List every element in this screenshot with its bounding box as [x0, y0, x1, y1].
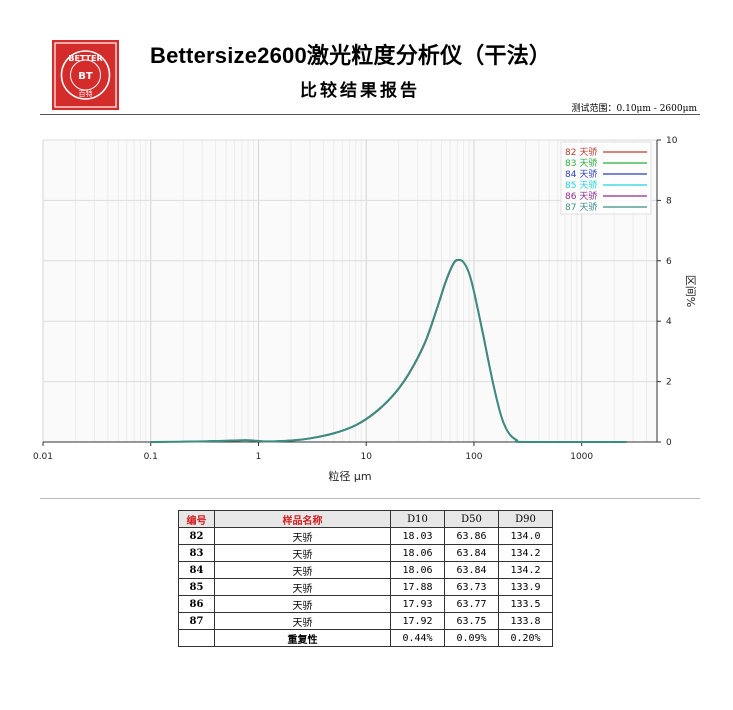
logo-text-mid: BT [78, 71, 93, 82]
cell-d90: 133.8 [498, 612, 553, 630]
y-tick-label: 10 [666, 136, 678, 146]
cell-d50: 63.84 [444, 561, 499, 579]
cell-d50: 63.75 [444, 612, 499, 630]
header-d90: D90 [498, 510, 553, 528]
cell-d10: 17.92 [390, 612, 445, 630]
report-subtitle: 比较结果报告 [300, 81, 420, 101]
cell-d90: 133.9 [498, 578, 553, 596]
series-line-87 [150, 258, 627, 443]
cell-name: 天骄 [214, 595, 391, 613]
x-tick-label: 10 [360, 452, 372, 462]
cell-d50: 63.84 [444, 544, 499, 562]
cell-code: 87 [178, 612, 215, 630]
repeatability-label: 重复性 [214, 629, 391, 647]
header-divider [40, 114, 700, 115]
cell-d10: 18.03 [390, 527, 445, 545]
header-sample-name: 样品名称 [214, 510, 391, 528]
table-row: 82 天骄 18.03 63.86 134.0 [178, 527, 553, 545]
header-d10: D10 [390, 510, 445, 528]
legend-entry-label: 82 天骄 [565, 146, 597, 158]
x-axis-label: 粒径 μm [328, 469, 371, 483]
results-table: 编号 样品名称 D10 D50 D90 82 天骄 18.03 63.86 13… [178, 510, 553, 647]
report-title: Bettersize2600激光粒度分析仪（干法） [150, 43, 552, 68]
x-tick-label: 1 [256, 452, 262, 462]
cell-d90: 133.5 [498, 595, 553, 613]
cell-d50: 63.73 [444, 578, 499, 596]
legend-entry-label: 83 天骄 [565, 157, 597, 169]
repeatability-d90: 0.20% [498, 629, 553, 647]
cell-name: 天骄 [214, 612, 391, 630]
y-tick-label: 0 [666, 438, 672, 448]
table-row: 87 天骄 17.92 63.75 133.8 [178, 612, 553, 630]
logo-text-top: BETTER [68, 54, 102, 63]
cell-code: 83 [178, 544, 215, 562]
table-row: 83 天骄 18.06 63.84 134.2 [178, 544, 553, 562]
header-d50: D50 [444, 510, 499, 528]
cell-code: 82 [178, 527, 215, 545]
cell-d90: 134.2 [498, 561, 553, 579]
legend-entry-label: 87 天骄 [565, 201, 597, 213]
chart-series [150, 258, 627, 443]
x-tick-label: 100 [465, 452, 482, 462]
y-tick-label: 2 [666, 378, 672, 388]
bettersize-logo: BETTER BT 百特 [52, 40, 119, 110]
repeatability-row: 重复性 0.44% 0.09% 0.20% [178, 629, 553, 647]
table-row: 86 天骄 17.93 63.77 133.5 [178, 595, 553, 613]
repeatability-d10: 0.44% [390, 629, 445, 647]
y-tick-label: 8 [666, 196, 672, 206]
logo-text-bottom: 百特 [79, 89, 93, 98]
cell-d50: 63.77 [444, 595, 499, 613]
cell-d10: 18.06 [390, 544, 445, 562]
cell-name: 天骄 [214, 544, 391, 562]
chart-bottom-divider [40, 498, 700, 499]
legend-entry-label: 86 天骄 [565, 190, 597, 202]
cell-name: 天骄 [214, 527, 391, 545]
x-tick-label: 0.1 [144, 452, 158, 462]
y-axis-label: 区间% [684, 275, 697, 307]
cell-code: 84 [178, 561, 215, 579]
table-row: 84 天骄 18.06 63.84 134.2 [178, 561, 553, 579]
y-tick-label: 4 [666, 317, 672, 327]
cell-d10: 18.06 [390, 561, 445, 579]
y-tick-label: 6 [666, 257, 672, 267]
cell-d10: 17.88 [390, 578, 445, 596]
x-tick-label: 1000 [570, 452, 593, 462]
header-code: 编号 [178, 510, 215, 528]
cell-d10: 17.93 [390, 595, 445, 613]
table-header-row: 编号 样品名称 D10 D50 D90 [178, 510, 553, 528]
cell-code: 85 [178, 578, 215, 596]
legend-box [560, 141, 652, 215]
legend-entry-label: 85 天骄 [565, 179, 597, 191]
cell-name: 天骄 [214, 578, 391, 596]
cell-code-empty [178, 629, 215, 647]
x-tick-label: 0.01 [33, 452, 53, 462]
test-range-label: 测试范围：0.10μm - 2600μm [571, 104, 697, 114]
table-row: 85 天骄 17.88 63.73 133.9 [178, 578, 553, 596]
cell-code: 86 [178, 595, 215, 613]
cell-name: 天骄 [214, 561, 391, 579]
legend-entry-label: 84 天骄 [565, 168, 597, 180]
cell-d50: 63.86 [444, 527, 499, 545]
cell-d90: 134.0 [498, 527, 553, 545]
cell-d90: 134.2 [498, 544, 553, 562]
repeatability-d50: 0.09% [444, 629, 499, 647]
